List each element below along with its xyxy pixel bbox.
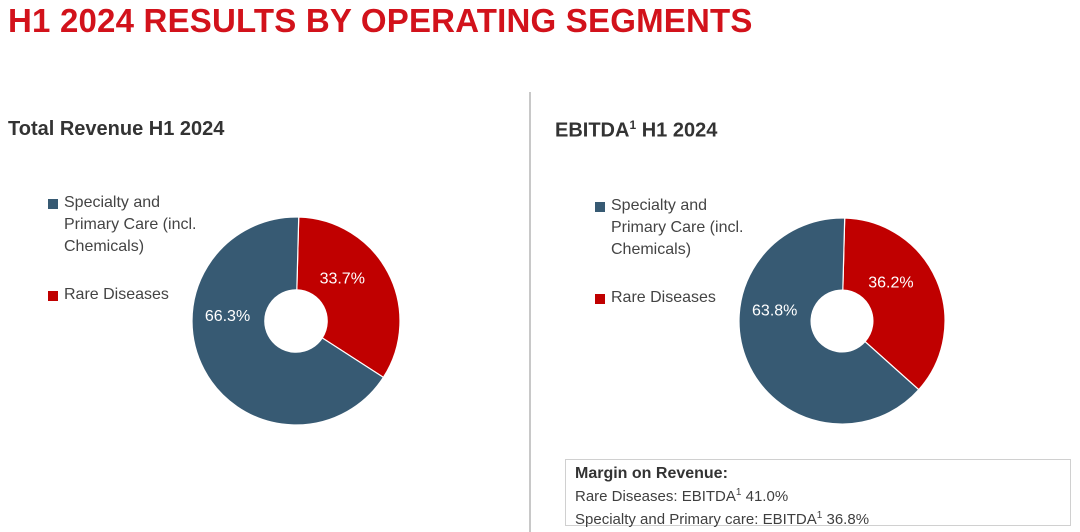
legend-label: Chemicals) xyxy=(64,238,145,255)
donut-slice-specialty xyxy=(738,217,920,425)
ebitda-title-rest: H1 2024 xyxy=(636,119,718,142)
margin-row-rare-diseases: Rare Diseases: EBITDA1 41.0% xyxy=(575,483,1061,506)
data-label-specialty: 63.8% xyxy=(752,303,797,320)
legend-swatch-specialty xyxy=(595,202,605,212)
margin-row-label: Specialty and Primary care: EBITDA xyxy=(575,511,817,528)
donut-slice-rare xyxy=(842,217,946,391)
legend-label: Specialty and xyxy=(611,197,708,214)
margin-box-header: Margin on Revenue: xyxy=(575,465,728,482)
legend-swatch-specialty xyxy=(48,199,58,209)
donut-slice-specialty xyxy=(191,216,385,426)
page-title: H1 2024 RESULTS BY OPERATING SEGMENTS xyxy=(8,2,753,39)
data-label-rare: 33.7% xyxy=(320,270,365,287)
legend-label: Primary Care (incl. xyxy=(611,219,744,236)
legend-item-specialty: Specialty and Primary Care (incl. Chemic… xyxy=(48,192,196,258)
data-label-rare: 36.2% xyxy=(868,274,913,291)
ebitda-donut-chart: 63.8% 36.2% xyxy=(738,217,946,425)
ebitda-chart-title: EBITDA1 H1 2024 xyxy=(555,118,717,143)
margin-row-value: 41.0% xyxy=(741,488,789,505)
legend-item-rare: Rare Diseases xyxy=(48,284,196,306)
margin-row-value: 36.8% xyxy=(822,511,870,528)
footnote-marker: 1 xyxy=(735,487,742,498)
revenue-donut-chart: 66.3% 33.7% xyxy=(191,216,401,426)
footnote-marker: 1 xyxy=(816,510,823,521)
legend-label: Rare Diseases xyxy=(64,286,169,303)
legend-label: Primary Care (incl. xyxy=(64,216,197,233)
margin-on-revenue-box: Margin on Revenue: Rare Diseases: EBITDA… xyxy=(565,459,1071,529)
margin-row-label: Rare Diseases: EBITDA xyxy=(575,488,736,505)
margin-row-specialty: Specialty and Primary care: EBITDA1 36.8… xyxy=(575,506,1061,529)
footnote-marker: 1 xyxy=(629,118,637,132)
panel-divider xyxy=(529,92,531,532)
revenue-legend: Specialty and Primary Care (incl. Chemic… xyxy=(48,192,196,332)
legend-label: Rare Diseases xyxy=(611,289,716,306)
revenue-chart-title: Total Revenue H1 2024 xyxy=(8,118,225,140)
ebitda-legend: Specialty and Primary Care (incl. Chemic… xyxy=(595,195,743,335)
legend-swatch-rare xyxy=(48,291,58,301)
legend-label: Chemicals) xyxy=(611,241,692,258)
legend-swatch-rare xyxy=(595,294,605,304)
legend-label: Specialty and xyxy=(64,194,161,211)
ebitda-title-main: EBITDA xyxy=(555,119,630,142)
donut-slice-rare xyxy=(296,216,401,379)
legend-item-specialty: Specialty and Primary Care (incl. Chemic… xyxy=(595,195,743,261)
legend-item-rare: Rare Diseases xyxy=(595,287,743,309)
data-label-specialty: 66.3% xyxy=(205,308,250,325)
